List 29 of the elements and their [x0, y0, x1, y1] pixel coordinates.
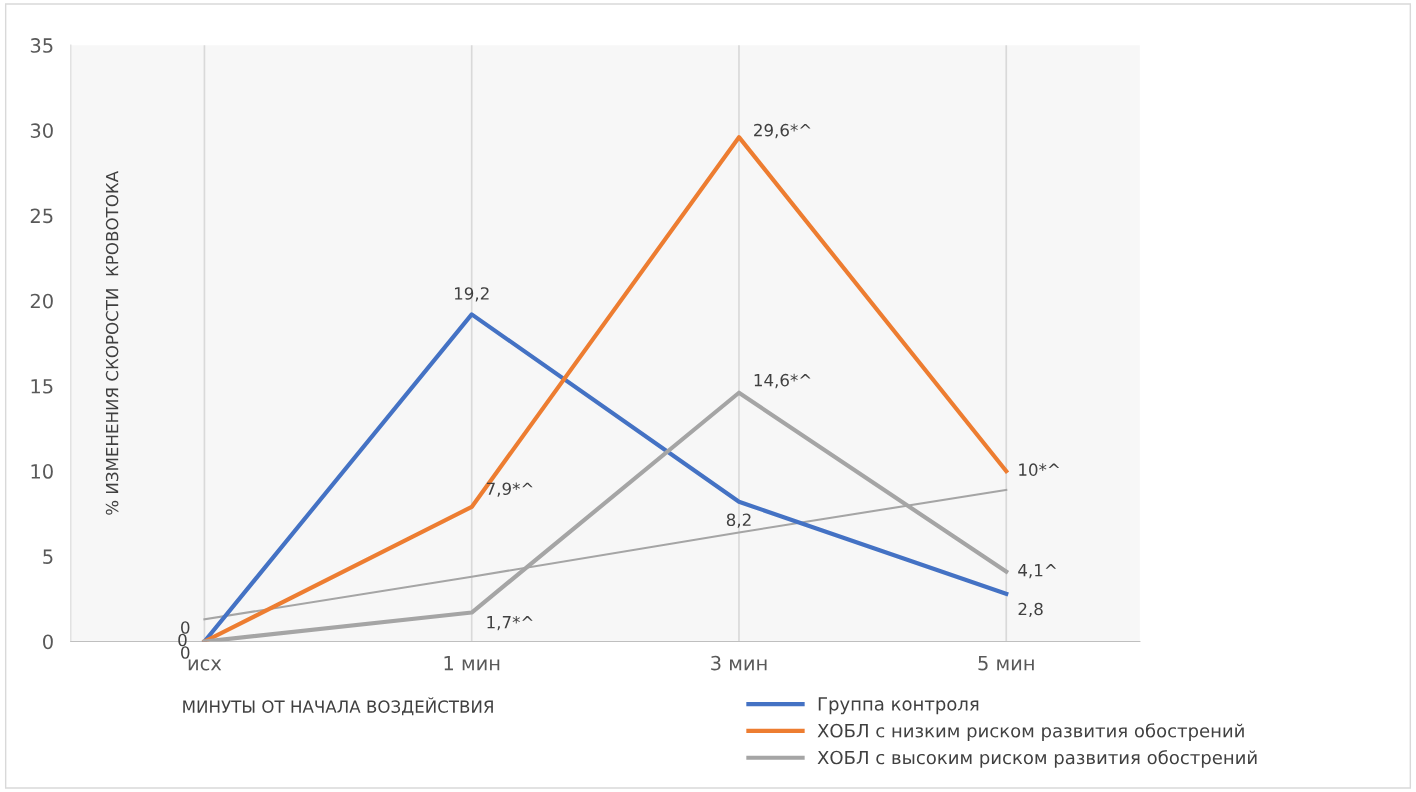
- y-tick-label: 5: [43, 549, 53, 564]
- x-tick-label: 1 мин: [444, 656, 500, 671]
- legend-label: ХОБЛ с низким риском развития обострений: [817, 723, 1244, 742]
- data-label: 29,6*^: [754, 123, 811, 139]
- y-tick-label: 20: [30, 293, 53, 309]
- y-tick-label: 10: [31, 464, 53, 479]
- data-label: 1,7*^: [487, 615, 533, 631]
- x-tick-label: исх: [188, 659, 222, 671]
- legend-label: ХОБЛ с высоким риском развития обострений: [817, 750, 1257, 768]
- data-label: 10*^: [1019, 463, 1060, 476]
- data-label: 0: [181, 646, 190, 659]
- data-label: 4,1^: [1018, 564, 1057, 579]
- legend-label: Группа контроля: [818, 697, 979, 715]
- y-tick-label: 0: [43, 634, 53, 650]
- data-label: 7,9*^: [486, 482, 533, 497]
- data-label: 0: [181, 621, 190, 634]
- y-tick-label: 15: [31, 379, 53, 394]
- y-axis-title: % ИЗМЕНЕНИЯ СКОРОСТИ КРОВОТОКА: [105, 171, 119, 515]
- y-tick-label: 35: [30, 38, 53, 53]
- data-label: 14,6*^: [754, 373, 811, 389]
- data-label: 8,2: [726, 513, 751, 528]
- data-label: 2,8: [1018, 602, 1043, 618]
- y-tick-label: 30: [30, 123, 53, 138]
- y-tick-label: 25: [30, 208, 53, 224]
- x-tick-label: 3 мин: [711, 655, 767, 671]
- x-axis-title: МИНУТЫ ОТ НАЧАЛА ВОЗДЕЙСТВИЯ: [183, 697, 493, 716]
- x-tick-label: 5 мин: [978, 656, 1034, 671]
- data-label: 0: [178, 633, 187, 647]
- data-label: 19,2: [454, 287, 489, 302]
